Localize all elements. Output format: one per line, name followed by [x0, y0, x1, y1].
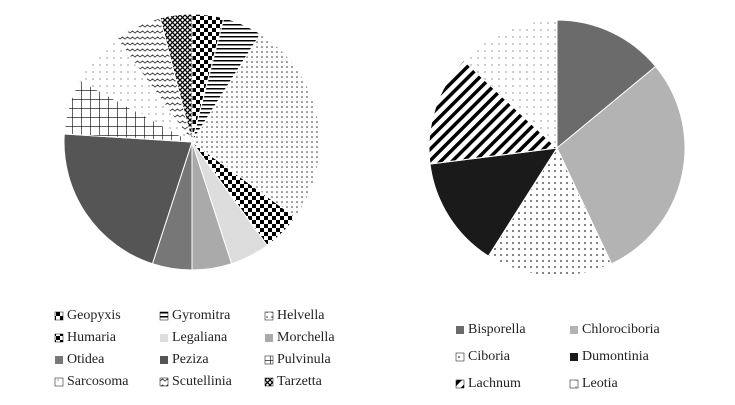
legend-label: Humaria	[67, 330, 117, 345]
legend-swatch	[455, 352, 465, 362]
legend-label: Lachnum	[468, 376, 521, 391]
legend-label: Dumontinia	[582, 349, 650, 364]
legend-label: Peziza	[172, 352, 209, 367]
legend-label: Legaliana	[172, 330, 228, 345]
pie-slice	[556, 65, 686, 265]
legend-swatch	[570, 353, 578, 361]
pie-slice	[191, 33, 321, 218]
legend-swatch	[264, 355, 274, 365]
legend-swatch	[455, 379, 465, 389]
legend-swatch	[54, 377, 64, 387]
legend-swatch	[264, 377, 274, 387]
legend-swatch	[159, 377, 169, 387]
legend-label: Bisporella	[468, 322, 526, 337]
legend-label: Tarzetta	[277, 374, 323, 389]
pie-slice	[63, 133, 193, 265]
legend-label: Helvella	[277, 308, 325, 323]
legend-label: Otidea	[67, 352, 105, 367]
legend-label: Ciboria	[468, 349, 511, 364]
pie-slice	[556, 19, 657, 150]
pie-slice	[429, 147, 558, 257]
legend-label: Pulvinula	[277, 352, 331, 367]
legend-label: Sarcosoma	[67, 374, 129, 389]
pie-slice	[159, 13, 193, 143]
legend-swatch	[160, 356, 168, 364]
pie-slice	[487, 146, 613, 277]
legend-label: Geopyxis	[67, 308, 121, 323]
legend-swatch	[160, 334, 168, 342]
legend-swatch	[456, 326, 464, 334]
legend-swatch	[264, 311, 274, 321]
legend-label: Leotia	[582, 376, 619, 391]
pie-slice	[462, 19, 558, 150]
pie-slice	[428, 59, 559, 165]
legend-swatch	[569, 379, 579, 389]
legend-swatch	[159, 311, 169, 321]
legend-label: Morchella	[277, 330, 335, 345]
legend-swatch	[570, 326, 578, 334]
legend-swatch	[265, 334, 273, 342]
legend-swatch	[55, 356, 63, 364]
legend-label: Scutellinia	[172, 374, 233, 389]
legend-swatch	[54, 333, 64, 343]
legend-label: Gyromitra	[172, 308, 231, 323]
legend-label: Chlorociboria	[582, 322, 661, 337]
legend-swatch	[54, 311, 64, 321]
